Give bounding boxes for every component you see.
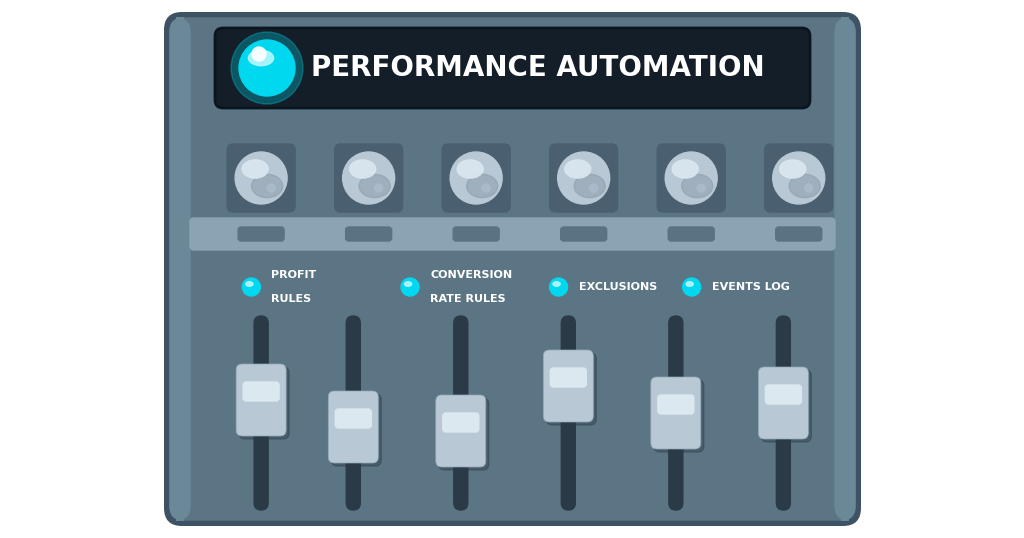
FancyBboxPatch shape [835,18,855,520]
FancyBboxPatch shape [170,18,855,520]
FancyBboxPatch shape [762,370,811,442]
Circle shape [239,40,295,96]
Circle shape [697,184,706,192]
FancyBboxPatch shape [442,413,479,432]
Circle shape [231,32,303,104]
Ellipse shape [686,282,693,286]
Ellipse shape [672,160,698,178]
FancyBboxPatch shape [654,380,703,452]
FancyBboxPatch shape [550,144,617,212]
FancyBboxPatch shape [346,227,391,241]
Circle shape [666,152,717,204]
Circle shape [805,184,813,192]
FancyBboxPatch shape [544,350,593,422]
Text: PROFIT: PROFIT [271,270,316,280]
FancyBboxPatch shape [329,391,378,463]
Ellipse shape [359,174,390,197]
Ellipse shape [574,174,605,197]
FancyBboxPatch shape [243,382,280,401]
FancyBboxPatch shape [547,353,596,425]
Ellipse shape [404,282,412,286]
FancyBboxPatch shape [254,316,268,510]
Ellipse shape [349,160,376,178]
Circle shape [558,152,609,204]
FancyBboxPatch shape [561,316,575,510]
FancyBboxPatch shape [454,316,468,510]
Ellipse shape [564,160,591,178]
FancyBboxPatch shape [335,409,372,428]
Circle shape [590,184,598,192]
Text: EXCLUSIONS: EXCLUSIONS [579,282,656,292]
FancyBboxPatch shape [561,227,606,241]
Text: EVENTS LOG: EVENTS LOG [712,282,790,292]
Ellipse shape [682,174,713,197]
FancyBboxPatch shape [669,316,683,510]
Ellipse shape [246,282,253,286]
Circle shape [550,278,567,296]
FancyBboxPatch shape [436,395,485,467]
FancyBboxPatch shape [346,316,360,510]
FancyBboxPatch shape [332,394,381,466]
FancyBboxPatch shape [776,227,821,241]
Text: RATE RULES: RATE RULES [430,294,506,304]
FancyBboxPatch shape [439,398,488,470]
Ellipse shape [249,50,273,66]
Circle shape [773,152,824,204]
Text: CONVERSION: CONVERSION [430,270,512,280]
Ellipse shape [242,160,268,178]
Ellipse shape [252,174,283,197]
FancyBboxPatch shape [215,28,810,108]
FancyBboxPatch shape [239,227,284,241]
FancyBboxPatch shape [765,144,833,212]
Circle shape [482,184,490,192]
Circle shape [683,278,700,296]
FancyBboxPatch shape [237,364,286,436]
FancyBboxPatch shape [164,12,861,526]
Circle shape [267,184,275,192]
FancyBboxPatch shape [550,368,587,387]
Circle shape [401,278,419,296]
Ellipse shape [467,174,498,197]
FancyBboxPatch shape [657,144,725,212]
Circle shape [243,278,260,296]
FancyBboxPatch shape [776,316,791,510]
Text: PERFORMANCE AUTOMATION: PERFORMANCE AUTOMATION [311,54,765,82]
Circle shape [375,184,383,192]
Circle shape [343,152,394,204]
FancyBboxPatch shape [651,377,700,449]
Circle shape [252,47,266,61]
Ellipse shape [790,174,820,197]
FancyBboxPatch shape [759,367,808,439]
FancyBboxPatch shape [170,18,190,520]
FancyBboxPatch shape [657,395,694,414]
Circle shape [451,152,502,204]
Ellipse shape [457,160,483,178]
FancyBboxPatch shape [335,144,402,212]
Text: RULES: RULES [271,294,311,304]
FancyBboxPatch shape [669,227,714,241]
Circle shape [236,152,287,204]
FancyBboxPatch shape [190,218,835,250]
FancyBboxPatch shape [227,144,295,212]
FancyBboxPatch shape [765,385,802,404]
FancyBboxPatch shape [442,144,510,212]
FancyBboxPatch shape [240,367,289,439]
FancyBboxPatch shape [454,227,499,241]
Ellipse shape [553,282,560,286]
Ellipse shape [779,160,806,178]
